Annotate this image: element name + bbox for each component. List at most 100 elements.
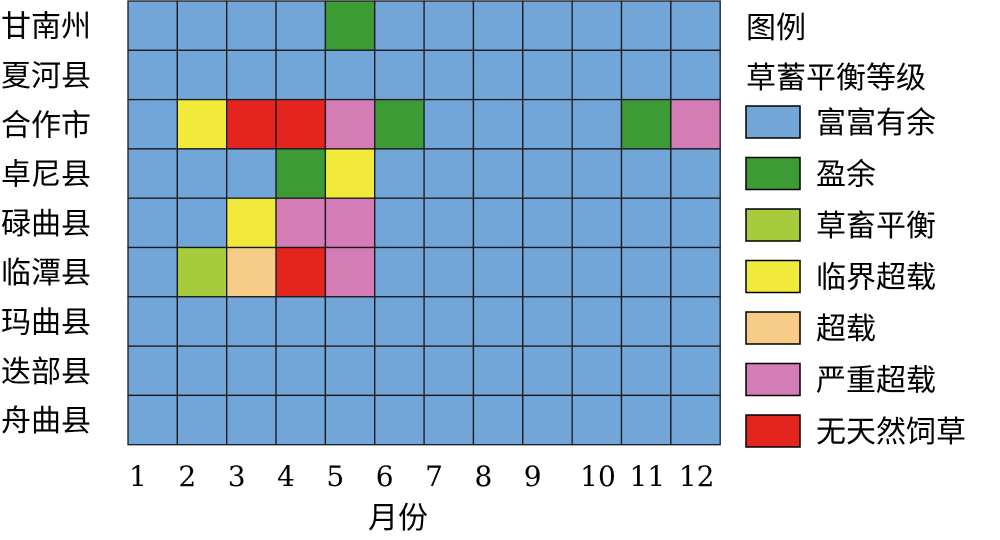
heatmap-cell <box>423 148 475 199</box>
heatmap-cell <box>522 49 573 101</box>
heatmap-cell <box>571 246 623 298</box>
heatmap-cell <box>226 246 277 298</box>
heatmap-cell <box>324 98 376 150</box>
heatmap-cell <box>670 345 721 397</box>
heatmap-cell <box>670 148 721 199</box>
column-tick-label: 6 <box>376 460 394 493</box>
heatmap-cell <box>275 345 327 397</box>
heatmap-cell <box>176 0 228 51</box>
heatmap-cell <box>571 98 623 150</box>
heatmap-cell <box>275 49 327 101</box>
heatmap-cell <box>374 296 425 347</box>
heatmap-cell <box>275 0 327 51</box>
heatmap-cell <box>226 394 277 446</box>
row-label: 甘南州 <box>1 10 91 45</box>
heatmap-cell <box>423 98 475 150</box>
legend-label: 富富有余 <box>816 106 936 141</box>
heatmap-cell <box>670 0 721 51</box>
heatmap-cell <box>127 49 178 101</box>
heatmap-cell <box>620 148 672 199</box>
heatmap-cell <box>670 197 721 249</box>
column-tick-label: 4 <box>277 460 295 493</box>
column-tick-label: 10 <box>580 460 616 493</box>
heatmap-cell <box>472 246 524 298</box>
heatmap-cell <box>324 0 376 51</box>
heatmap-cell <box>324 246 376 298</box>
heatmap-cell <box>176 49 228 101</box>
heatmap-cell <box>176 394 228 446</box>
heatmap-cell <box>670 98 721 150</box>
heatmap-cell <box>324 197 376 249</box>
heatmap-cell <box>670 49 721 101</box>
heatmap-cell <box>423 0 475 51</box>
legend-swatch <box>745 259 801 294</box>
heatmap-cell <box>374 246 425 298</box>
heatmap-cell <box>571 394 623 446</box>
row-label: 卓尼县 <box>1 158 91 193</box>
heatmap-cell <box>374 197 425 249</box>
heatmap-cell <box>127 148 178 199</box>
heatmap-cell <box>275 296 327 347</box>
heatmap-cell <box>374 345 425 397</box>
column-tick-labels: 1 2 3 4 5 6 7 8 9 10 11 12 <box>129 460 714 493</box>
heatmap-cell <box>620 0 672 51</box>
heatmap-cell <box>176 296 228 347</box>
heatmap-cell <box>472 49 524 101</box>
heatmap-cell <box>226 0 277 51</box>
heatmap-cell <box>275 197 327 249</box>
heatmap-cell <box>226 98 277 150</box>
heatmap-cell <box>472 98 524 150</box>
legend-label: 超载 <box>816 312 876 347</box>
heatmap-cell <box>423 197 475 249</box>
heatmap-cell <box>127 0 178 51</box>
heatmap-cell <box>275 98 327 150</box>
legend-swatch <box>745 156 801 191</box>
heatmap-cell <box>176 98 228 150</box>
heatmap-cell <box>571 296 623 347</box>
column-tick-label: 1 <box>129 460 147 493</box>
heatmap-cell <box>522 197 573 249</box>
heatmap-cell <box>620 49 672 101</box>
x-axis-title: 月份 <box>368 501 428 536</box>
legend-swatch <box>745 105 801 139</box>
heatmap-cell <box>176 246 228 298</box>
heatmap-cell <box>620 345 672 397</box>
heatmap-cell <box>620 394 672 446</box>
legend-swatch <box>745 311 801 345</box>
row-label: 合作市 <box>1 108 91 143</box>
legend-subtitle: 草蓄平衡等级 <box>746 61 926 96</box>
heatmap-cell <box>522 246 573 298</box>
heatmap-cell <box>127 345 178 397</box>
heatmap-cell <box>522 98 573 150</box>
legend-swatch <box>745 414 801 448</box>
heatmap-cell <box>226 296 277 347</box>
heatmap-cell <box>522 296 573 347</box>
legend-label: 草畜平衡 <box>816 209 936 244</box>
row-label: 舟曲县 <box>1 404 91 439</box>
heatmap-cell <box>620 296 672 347</box>
heatmap-cell <box>127 246 178 298</box>
heatmap-cell <box>571 49 623 101</box>
heatmap-cell <box>571 197 623 249</box>
heatmap-cell <box>226 197 277 249</box>
legend-swatch <box>745 208 801 242</box>
heatmap-cell <box>472 394 524 446</box>
heatmap-cell <box>472 148 524 199</box>
heatmap-cell <box>620 98 672 150</box>
heatmap-cell <box>275 246 327 298</box>
heatmap-cell <box>226 345 277 397</box>
heatmap-cell <box>423 296 475 347</box>
legend-swatch <box>745 362 801 397</box>
heatmap-cell <box>472 0 524 51</box>
heatmap-cell <box>374 98 425 150</box>
heatmap-cell <box>324 148 376 199</box>
heatmap-cell <box>176 148 228 199</box>
column-tick-label: 8 <box>474 460 492 493</box>
legend-title: 图例 <box>746 11 806 46</box>
heatmap-cell <box>472 197 524 249</box>
heatmap-cell <box>275 394 327 446</box>
legend-label: 无天然饲草 <box>816 415 966 450</box>
